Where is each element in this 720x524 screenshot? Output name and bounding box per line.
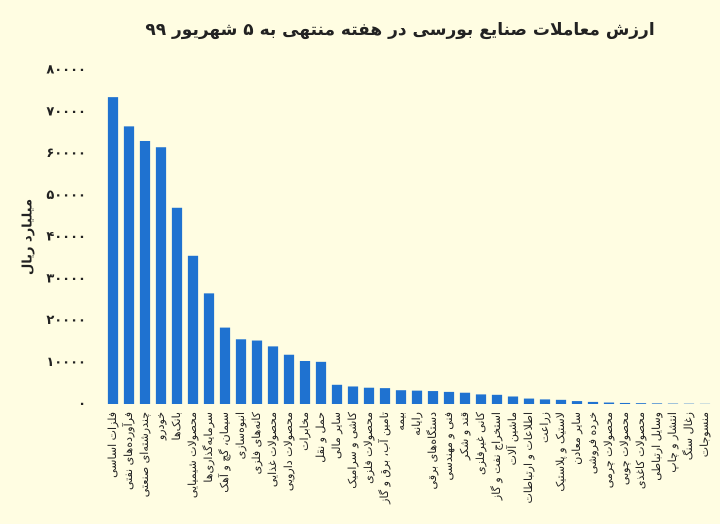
y-tick-label: ۲۰۰۰۰: [46, 313, 86, 328]
bar: [395, 390, 407, 404]
x-tick-label: مخابرات: [298, 412, 311, 451]
x-tick-label: انبوه‌سازی: [234, 412, 247, 459]
x-tick-label: سایر معادن: [570, 412, 583, 465]
x-tick-label: لاستیک و پلاستیک: [554, 412, 567, 492]
x-tick-label: محصولات دارویی: [282, 412, 295, 491]
y-tick-label: ۴۰۰۰۰: [46, 230, 86, 245]
x-tick-label: رایانه: [410, 412, 423, 436]
bar: [155, 147, 167, 405]
x-tick-label: بانک‌ها: [170, 412, 183, 440]
y-tick-label: ۱۰۰۰۰: [46, 355, 86, 370]
x-tick-label: محصولات شیمیایی: [186, 412, 199, 498]
x-tick-label: سایر مالی: [330, 412, 343, 459]
bar: [107, 97, 119, 404]
bar: [299, 360, 311, 404]
y-tick-label: ۰: [78, 397, 86, 412]
bar: [475, 394, 487, 404]
bar: [651, 403, 663, 404]
x-tick-label: وسایل ارتباطی: [650, 412, 663, 481]
bar: [347, 386, 359, 404]
bar: [139, 140, 151, 404]
y-tick-label: ۳۰۰۰۰: [46, 271, 86, 286]
bar: [187, 255, 199, 404]
x-tick-label: ماشین آلات: [505, 412, 519, 465]
x-tick-label: محصولات چوبی: [618, 412, 631, 485]
x-tick-label: منسوجات: [698, 412, 711, 457]
bar: [603, 402, 615, 404]
bar: [411, 390, 423, 404]
y-tick-label: ۵۰۰۰۰: [46, 188, 86, 203]
bar: [283, 354, 295, 404]
x-tick-label: قند و شکر: [458, 412, 471, 461]
x-tick-label: کانی غیرفلزی: [474, 411, 487, 475]
bar: [571, 401, 583, 404]
x-tick-label: محصولات فلزی: [362, 412, 375, 484]
x-tick-label: بیمه: [394, 412, 407, 431]
bar: [267, 346, 279, 404]
x-tick-label: فرآورده‌های نفتی: [121, 412, 135, 490]
bar: [635, 403, 647, 404]
bar: [235, 339, 247, 404]
y-tick-label: ۶۰۰۰۰: [46, 146, 86, 161]
x-tick-label: تامین آب، برق و گاز: [377, 412, 391, 505]
bar: [171, 207, 183, 404]
x-tick-label: محصولات چرمی: [602, 412, 615, 488]
bar: [251, 340, 263, 404]
bar: [523, 398, 535, 404]
bar: [587, 401, 599, 404]
x-tick-label: دستگاه‌های برقی: [426, 412, 439, 490]
x-tick-label: خرده فروشی: [586, 412, 599, 474]
bar: [443, 391, 455, 404]
bar: [539, 399, 551, 404]
bar: [123, 126, 135, 405]
bar: [363, 387, 375, 404]
x-tick-label: زغال سنگ: [682, 412, 695, 460]
x-tick-label: محصولات کاغذی: [634, 412, 647, 489]
bar: [427, 391, 439, 404]
bar: [507, 396, 519, 404]
x-tick-label: حمل و نقل: [314, 412, 327, 463]
x-tick-label: فنی و مهندسی: [442, 412, 455, 481]
x-tick-label: خودرو: [154, 412, 167, 441]
x-tick-label: چندرشته‌ای صنعتی: [138, 412, 151, 497]
y-axis-label: میلیارد ریال: [21, 199, 36, 275]
x-tick-label: زراعت: [538, 412, 551, 443]
bar: [379, 388, 391, 404]
x-tick-label: سیمان، گچ و آهک: [217, 412, 231, 493]
x-tick-label: کانه‌های فلزی: [250, 411, 263, 474]
x-tick-label: اطلاعات و ارتباطات: [522, 412, 535, 504]
x-tick-label: محصولات غذایی: [266, 412, 279, 487]
y-tick-label: ۸۰۰۰۰: [46, 63, 86, 78]
bar: [331, 384, 343, 404]
bar: [619, 402, 631, 404]
bar: [315, 361, 327, 404]
y-tick-label: ۷۰۰۰۰: [46, 104, 86, 119]
x-tick-label: انتشار و چاپ: [666, 412, 679, 473]
bar: [203, 293, 215, 404]
chart-title: ارزش معاملات صنایع بورسی در هفته منتهی ب…: [145, 20, 654, 40]
x-tick-label: کاشی و سرامیک: [346, 411, 359, 488]
x-tick-label: سرمایه‌گذاری‌ها: [202, 412, 215, 483]
bar: [459, 392, 471, 404]
bar: [219, 327, 231, 404]
x-tick-label: فلزات اساسی: [106, 412, 119, 478]
x-tick-label: استخراج نفت و گاز: [490, 412, 503, 501]
bar: [491, 394, 503, 404]
bar: [555, 399, 567, 404]
